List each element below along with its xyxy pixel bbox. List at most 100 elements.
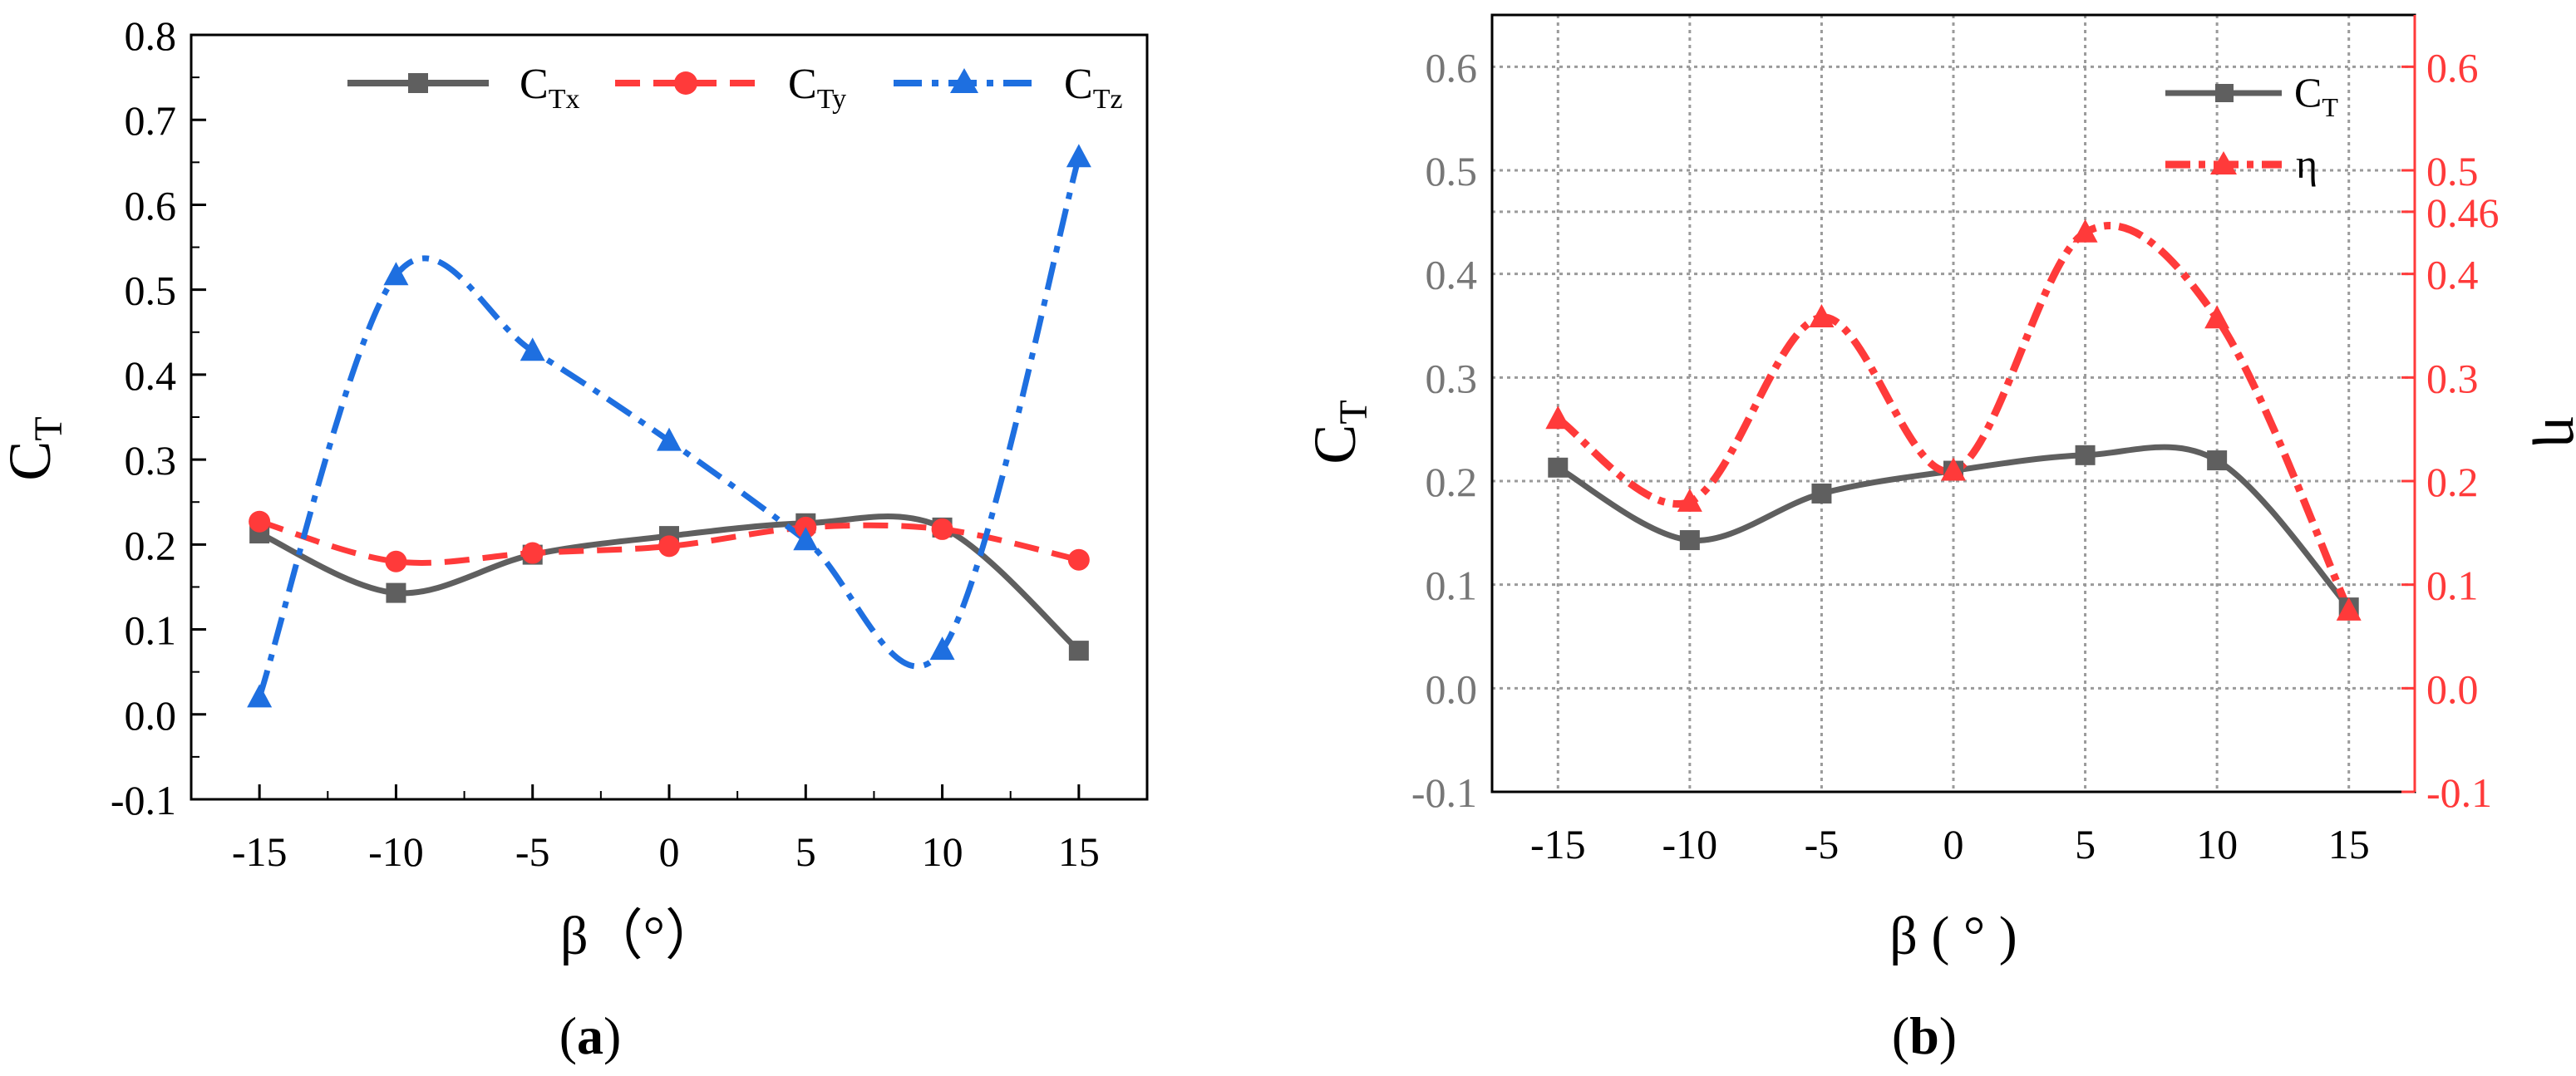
chart-a-ytick-label: 0.2	[125, 522, 177, 568]
chart-a-point-1	[521, 542, 544, 564]
chart-a-legend-label-cty: CTy	[788, 61, 846, 115]
chart-b-legend-label-eta: η	[2296, 140, 2317, 187]
chart-b-markers	[1545, 219, 2362, 621]
chart-b-panel-label: (b)	[1892, 1006, 1957, 1065]
chart-b-grid	[1492, 15, 2415, 793]
chart-a-xtick-label: 15	[1058, 828, 1100, 875]
chart-a-point-2	[247, 684, 273, 708]
chart-a-ytick-label: 0.1	[125, 607, 177, 654]
chart-b-legend: CT η	[2165, 69, 2338, 187]
chart-b-y2tick-label: 0.46	[2426, 189, 2500, 236]
chart-b-xtick-label: 0	[1943, 821, 1964, 867]
chart-b-legend-label-ct: CT	[2294, 69, 2338, 122]
chart-a-xtick-label: -5	[515, 828, 550, 875]
chart-b-legend-marker-eta	[2210, 151, 2237, 174]
chart-a-legend-marker-ctx	[408, 73, 428, 93]
chart-b-point-0	[2075, 445, 2096, 465]
chart-b-legend-item-ct: CT	[2165, 69, 2338, 122]
chart-b-y-axis: -0.1 0.0 0.1 0.2 0.3 0.4 0.5 0.6	[1411, 44, 1477, 816]
chart-a-legend-marker-ctz	[950, 68, 978, 93]
chart-a-x-axis: -15 -10 -5 0 5 10 15	[232, 784, 1100, 875]
chart-b-ytick-label: 0.4	[1426, 252, 1478, 298]
chart-b-point-1	[1677, 488, 1702, 512]
chart-a-ytick-label: 0.0	[125, 692, 177, 739]
chart-a-markers	[247, 144, 1091, 708]
chart-b-xtick-label: 10	[2196, 821, 2238, 867]
chart-b-y2tick-label: 0.4	[2426, 252, 2479, 298]
chart-a-point-1	[249, 510, 271, 533]
chart-a-point-2	[520, 337, 545, 361]
chart-a-ylabel: CT	[0, 416, 71, 480]
chart-a-point-2	[383, 262, 409, 286]
chart-a-panel-label: (a)	[559, 1006, 622, 1065]
chart-a-legend-label-ctz: CTz	[1064, 61, 1123, 115]
chart-a-frame	[190, 33, 1149, 801]
chart-b: -0.1 0.0 0.1 0.2 0.3 0.4 0.5 0.6 -0.1 0.0 0.1 0.2 0…	[1302, 13, 2576, 1065]
chart-a-legend-item-ctx: CTx	[347, 61, 579, 115]
chart-b-point-0	[1679, 530, 1700, 551]
chart-b-ytick-label: 0.6	[1426, 44, 1478, 91]
chart-b-xtick-label: -10	[1662, 821, 1718, 867]
chart-a-series-line-2	[256, 156, 1082, 699]
chart-a-point-1	[385, 550, 407, 572]
chart-a-y-axis: -0.1 0.0 0.1 0.2 0.3 0.4 0.5 0.6 0.7 0.8	[111, 12, 206, 823]
chart-b-ytick-label: 0.2	[1426, 459, 1478, 505]
chart-b-ytick-label: 0.3	[1426, 355, 1478, 401]
chart-b-y2tick-label: 0.0	[2426, 666, 2479, 712]
chart-a-ytick-label: 0.8	[125, 12, 177, 59]
chart-b-y2tick-label: 0.1	[2426, 563, 2479, 609]
chart-b-y2tick-label: 0.2	[2426, 459, 2479, 505]
chart-a-legend-item-cty: CTy	[615, 61, 846, 115]
chart-a-ytick-label: 0.6	[125, 182, 177, 228]
chart-b-y2-axis: -0.1 0.0 0.1 0.2 0.3 0.4 0.460.5 0.6	[2401, 44, 2500, 816]
chart-a-series	[256, 156, 1082, 699]
chart-b-legend-item-eta: η	[2165, 140, 2317, 187]
chart-a-point-2	[929, 636, 955, 661]
chart-b-series	[1555, 222, 2352, 612]
chart-a-point-1	[658, 535, 680, 558]
chart-b-point-1	[1941, 457, 1966, 481]
chart-b-y2tick-label: -0.1	[2426, 769, 2492, 816]
chart-b-point-1	[2204, 305, 2230, 329]
chart-b-y2label: η	[2532, 416, 2576, 448]
chart-a-ytick-label: 0.4	[125, 352, 177, 399]
chart-b-point-1	[2072, 219, 2098, 243]
chart-a: -0.1 0.0 0.1 0.2 0.3 0.4 0.5 0.6 0.7 0.8 -15 -10 -5…	[0, 12, 1149, 1065]
chart-b-series-line-1	[1555, 222, 2352, 612]
chart-a-point-1	[931, 518, 953, 540]
chart-b-y2tick-label: 0.3	[2426, 355, 2479, 401]
chart-a-legend: CTx CTy CTz	[347, 61, 1123, 115]
chart-b-xtick-label: -5	[1805, 821, 1840, 867]
chart-b-point-0	[1811, 483, 1832, 504]
chart-a-point-1	[1067, 548, 1090, 571]
chart-a-xtick-label: -15	[232, 828, 288, 875]
chart-b-ytick-label: -0.1	[1411, 769, 1477, 816]
chart-a-point-2	[657, 427, 682, 451]
chart-b-y2tick-label: 0.5	[2426, 148, 2479, 194]
chart-a-ytick-label: 0.3	[125, 437, 177, 484]
chart-a-xtick-label: -10	[368, 828, 424, 875]
chart-a-ytick-label: 0.5	[125, 268, 177, 314]
chart-b-xtick-label: -15	[1530, 821, 1586, 867]
chart-a-legend-marker-cty	[674, 71, 697, 95]
chart-b-xtick-label: 5	[2075, 821, 2096, 867]
chart-a-xtick-label: 5	[795, 828, 816, 875]
chart-a-legend-label-ctx: CTx	[520, 61, 579, 115]
chart-a-point-0	[386, 582, 406, 603]
chart-a-ytick-label: 0.7	[125, 97, 177, 144]
chart-b-xtick-label: 15	[2328, 821, 2370, 867]
chart-b-point-1	[1545, 405, 1571, 430]
chart-a-legend-item-ctz: CTz	[894, 61, 1123, 115]
chart-b-point-1	[2336, 597, 2362, 621]
chart-b-x-axis: -15 -10 -5 0 5 10 15	[1530, 821, 2370, 867]
chart-b-point-1	[1809, 304, 1835, 328]
chart-a-ytick-label: -0.1	[111, 777, 176, 823]
chart-b-ylabel: CT	[1302, 400, 1376, 464]
chart-b-legend-marker-ct	[2215, 84, 2234, 102]
chart-a-point-2	[1066, 144, 1091, 168]
chart-b-ytick-label: 0.5	[1426, 148, 1478, 194]
chart-b-point-0	[2207, 450, 2228, 471]
chart-b-xlabel: β ( ° )	[1889, 906, 2017, 966]
chart-a-xtick-label: 0	[659, 828, 680, 875]
